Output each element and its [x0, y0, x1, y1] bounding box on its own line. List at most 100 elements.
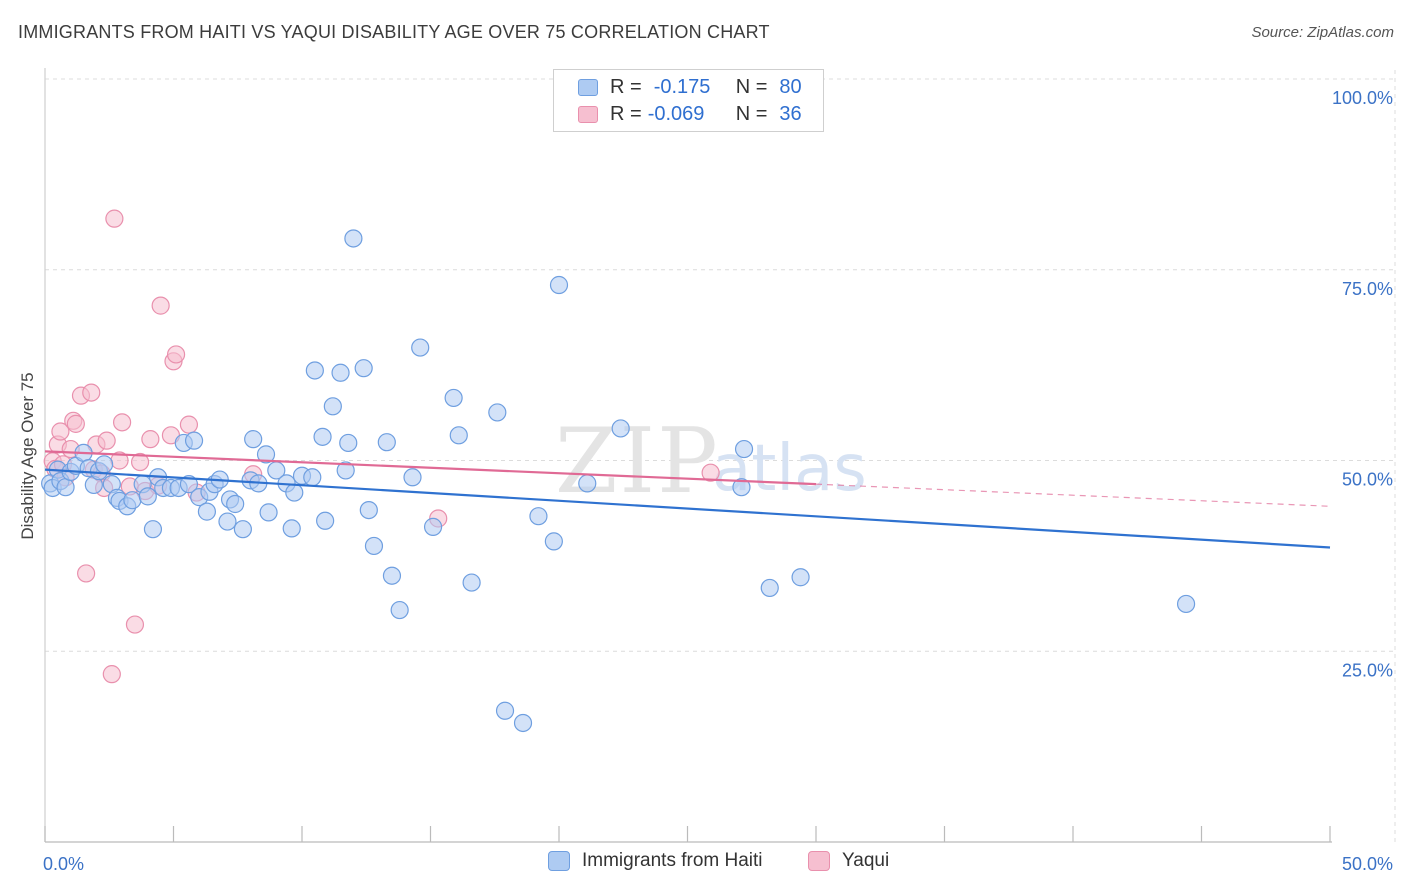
haiti-point [364, 536, 384, 556]
legend-n-value-haiti: 80 [779, 75, 802, 98]
watermark-atlas: atlas [712, 432, 867, 506]
haiti-point [529, 507, 548, 526]
haiti-point [95, 455, 114, 474]
haiti-point [233, 520, 252, 539]
haiti-point [123, 491, 142, 510]
haiti-point [578, 474, 597, 493]
yaqui-point [66, 414, 85, 433]
bottom-legend-yaqui: Yaqui [808, 850, 889, 872]
haiti-point [316, 511, 335, 530]
yaqui-point [151, 296, 170, 315]
watermark: ZIP atlas [555, 409, 867, 514]
yaqui-point [701, 463, 720, 482]
haiti-point [377, 433, 396, 452]
yaqui-point [77, 564, 96, 583]
yaqui-point [112, 413, 132, 432]
y-tick-label: 100.0% [1332, 88, 1393, 108]
haiti-point [336, 461, 355, 480]
yaqui-point [179, 415, 199, 434]
yaqui-trend-line [44, 450, 817, 486]
haiti-point [488, 403, 507, 422]
tick-labels: 25.0% 50.0% 75.0% 100.0% 0.0% 50.0% [43, 88, 1393, 874]
yaqui-point [141, 430, 160, 449]
haiti-point [244, 430, 263, 449]
chart-title: IMMIGRANTS FROM HAITI VS YAQUI DISABILIT… [18, 22, 770, 42]
haiti-point [197, 502, 217, 521]
legend-r-value-haiti: -0.175 [653, 75, 711, 98]
legend-row-haiti: R = -0.175 N = 80 [578, 75, 802, 99]
haiti-point [305, 361, 324, 380]
bottom-legend-swatch-haiti [548, 851, 570, 871]
bottom-legend-label-yaqui: Yaqui [842, 850, 890, 871]
haiti-point [382, 566, 402, 585]
haiti-point [143, 520, 163, 539]
legend-n-label: N = [735, 75, 768, 98]
haiti-point [256, 445, 276, 464]
haiti-point [285, 483, 304, 502]
haiti-trend-line [44, 468, 1331, 549]
haiti-point [611, 419, 630, 438]
haiti-point [732, 478, 751, 497]
haiti-point [323, 397, 342, 416]
haiti-point [359, 500, 378, 520]
haiti-point [56, 478, 75, 497]
haiti-point [179, 475, 199, 494]
y-axis-label: Disability Age Over 75 [18, 372, 37, 539]
source-label: Source: ZipAtlas.com [1251, 24, 1394, 41]
legend-r-value-yaqui: -0.069 [647, 102, 705, 125]
haiti-point [444, 388, 463, 408]
yaqui-point [51, 422, 70, 441]
haiti-point [282, 519, 301, 538]
haiti-point [449, 426, 468, 445]
haiti-point [1176, 594, 1196, 614]
yaqui-point [130, 452, 150, 472]
legend-n-label: N = [735, 102, 768, 125]
legend-r-label: R = [610, 75, 642, 98]
haiti-point [344, 229, 363, 248]
yaqui-point [166, 345, 186, 364]
bottom-legend-label-haiti: Immigrants from Haiti [582, 850, 763, 871]
y-tick-label: 75.0% [1342, 279, 1393, 299]
legend-n-value-yaqui: 36 [779, 102, 802, 125]
haiti-point [411, 338, 430, 357]
yaqui-trend-line-extrapolated [815, 483, 1331, 507]
haiti-series [41, 229, 1196, 733]
haiti-point [423, 517, 443, 536]
haiti-point [513, 713, 533, 733]
legend: R = -0.175 N = 80 R = -0.069 N = 36 [553, 69, 824, 132]
haiti-point [544, 532, 563, 551]
haiti-point [218, 512, 237, 531]
haiti-point [184, 431, 204, 450]
haiti-point [354, 359, 373, 378]
haiti-point [259, 503, 278, 522]
haiti-point [313, 427, 332, 446]
haiti-point [462, 573, 481, 592]
watermark-zip: ZIP [555, 409, 720, 514]
haiti-point [331, 363, 350, 382]
legend-row-yaqui: R = -0.069 N = 36 [578, 102, 802, 126]
haiti-point [791, 568, 810, 587]
bottom-legend-haiti: Immigrants from Haiti [548, 850, 763, 872]
haiti-point [226, 494, 245, 514]
haiti-point [138, 487, 157, 506]
haiti-point [760, 578, 779, 598]
yaqui-point [102, 665, 121, 684]
haiti-point [390, 600, 409, 620]
x-tick-label: 0.0% [43, 854, 84, 874]
legend-r-label: R = [610, 102, 642, 125]
yaqui-point [125, 615, 145, 634]
haiti-point [303, 468, 322, 487]
haiti-point [339, 433, 358, 453]
axes [44, 68, 1332, 843]
trend-lines [44, 450, 1331, 549]
legend-swatch-yaqui [578, 105, 598, 123]
haiti-point [734, 439, 754, 459]
legend-swatch-haiti [578, 78, 598, 96]
haiti-point [549, 275, 569, 295]
yaqui-point [105, 209, 124, 228]
haiti-point [495, 701, 515, 720]
yaqui-point [82, 383, 101, 402]
y-tick-label: 25.0% [1342, 660, 1393, 680]
bottom-legend-swatch-yaqui [808, 851, 830, 871]
